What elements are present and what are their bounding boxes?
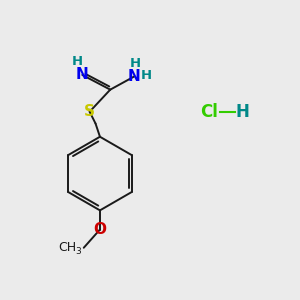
Text: O: O (93, 222, 106, 237)
Text: H: H (129, 57, 140, 70)
Text: N: N (76, 68, 89, 82)
Text: N: N (128, 69, 141, 84)
Text: 3: 3 (76, 247, 81, 256)
Text: CH: CH (58, 241, 76, 254)
Text: H: H (71, 55, 82, 68)
Text: Cl: Cl (200, 103, 218, 121)
Text: H: H (141, 69, 152, 82)
Text: H: H (236, 103, 250, 121)
Text: S: S (84, 104, 95, 119)
